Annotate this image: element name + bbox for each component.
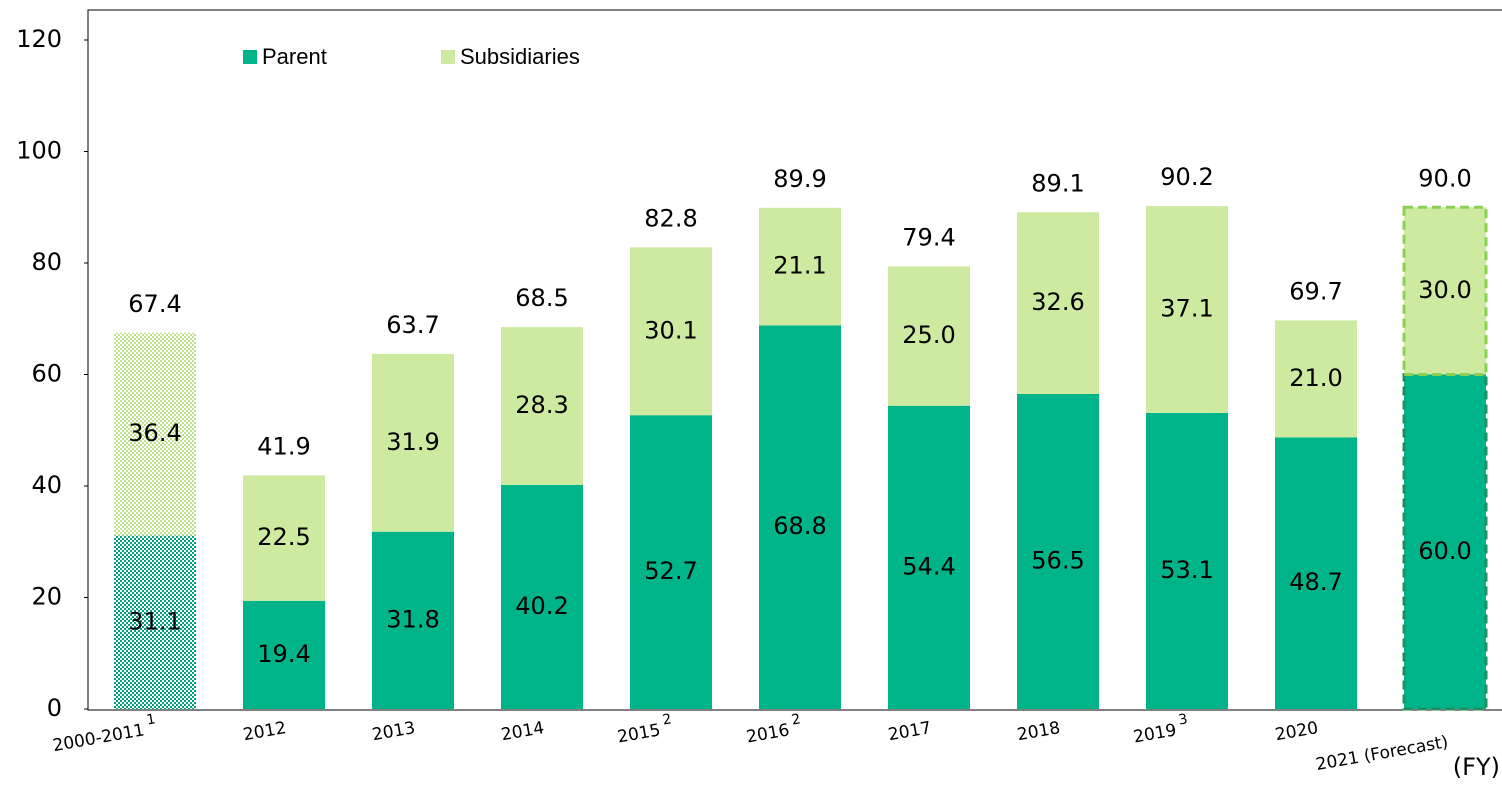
bar-segment <box>630 415 712 709</box>
x-tick-label: 2017 <box>887 718 933 745</box>
value-label: 30.1 <box>644 316 697 344</box>
value-label: 36.4 <box>128 419 181 447</box>
bar-segment <box>114 535 196 709</box>
total-label: 90.0 <box>1418 164 1471 192</box>
value-label: 22.5 <box>257 523 310 551</box>
legend-swatch <box>243 50 257 64</box>
x-tick-label: 20152 <box>615 711 675 747</box>
value-label: 54.4 <box>902 552 955 580</box>
x-tick-label: 2014 <box>500 718 546 745</box>
bar-segment <box>1146 412 1228 709</box>
bar-segment <box>372 531 454 709</box>
plot-frame <box>87 9 1502 711</box>
bar-segment <box>759 207 841 326</box>
category-name: 2021 (Forecast) <box>1314 732 1449 775</box>
total-label: 89.9 <box>773 165 826 193</box>
category-name: 2013 <box>371 718 417 745</box>
y-tick-label: 20 <box>31 583 62 611</box>
x-axis-label: (FY) <box>1453 753 1500 781</box>
bar-segment <box>501 484 583 709</box>
value-label: 21.1 <box>773 252 826 280</box>
category-name: 2012 <box>242 718 288 745</box>
footnote-mark: 3 <box>1177 711 1189 728</box>
x-tick-label: 20193 <box>1131 711 1191 747</box>
bar-segment <box>1146 206 1228 413</box>
footnote-mark: 1 <box>145 711 157 728</box>
bar-segment <box>1402 205 1488 376</box>
value-label: 31.8 <box>386 605 439 633</box>
total-label: 41.9 <box>257 432 310 460</box>
bar-segment <box>372 353 454 532</box>
x-tick-label: 2020 <box>1274 718 1320 745</box>
x-tick-label: 20162 <box>744 711 804 747</box>
value-label: 56.5 <box>1031 547 1084 575</box>
footnote-mark: 2 <box>661 711 673 728</box>
value-label: 48.7 <box>1289 568 1342 596</box>
bar-segment <box>888 405 970 709</box>
value-label: 53.1 <box>1160 556 1213 584</box>
bar-segment <box>501 327 583 485</box>
total-label: 63.7 <box>386 311 439 339</box>
category-name: 2016 <box>745 720 791 747</box>
footnote-mark: 2 <box>790 711 802 728</box>
value-label: 68.8 <box>773 512 826 540</box>
bar-segment <box>1275 320 1357 438</box>
bar-segment <box>630 247 712 416</box>
value-label: 60.0 <box>1418 537 1471 565</box>
category-name: 2018 <box>1016 718 1062 745</box>
x-tick-label: 2012 <box>242 718 288 745</box>
y-tick-label: 60 <box>31 360 62 388</box>
value-label: 19.4 <box>257 640 310 668</box>
value-label: 30.0 <box>1418 276 1471 304</box>
value-label: 52.7 <box>644 557 697 585</box>
value-label: 37.1 <box>1160 295 1213 323</box>
x-tick-label: 2021 (Forecast) <box>1314 732 1449 775</box>
value-label: 28.3 <box>515 391 568 419</box>
category-name: 2020 <box>1274 718 1320 745</box>
value-label: 31.9 <box>386 428 439 456</box>
y-tick-label: 80 <box>31 248 62 276</box>
x-tick-label: 2000-20111 <box>50 711 159 756</box>
total-label: 68.5 <box>515 284 568 312</box>
category-name: 2015 <box>616 720 662 747</box>
bar-segment <box>243 475 325 601</box>
category-name: 2019 <box>1132 720 1178 747</box>
total-label: 69.7 <box>1289 277 1342 305</box>
y-tick-label: 120 <box>16 25 62 53</box>
category-name: 2017 <box>887 718 933 745</box>
value-label: 32.6 <box>1031 288 1084 316</box>
category-name: 2000-2011 <box>51 720 146 756</box>
value-label: 31.1 <box>128 607 181 635</box>
y-tick-label: 100 <box>16 137 62 165</box>
value-label: 40.2 <box>515 592 568 620</box>
bar-segment <box>243 600 325 709</box>
x-tick-label: 2018 <box>1016 718 1062 745</box>
total-label: 79.4 <box>902 223 955 251</box>
value-label: 25.0 <box>902 321 955 349</box>
bar-segment <box>1275 437 1357 709</box>
bar-segment <box>888 266 970 406</box>
legend-label: Subsidiaries <box>460 44 580 69</box>
total-label: 89.1 <box>1031 169 1084 197</box>
legend-label: Parent <box>262 44 327 69</box>
value-label: 21.0 <box>1289 364 1342 392</box>
category-name: 2014 <box>500 718 546 745</box>
bar-segment <box>114 332 196 536</box>
y-tick-label: 40 <box>31 471 62 499</box>
x-tick-label: 2013 <box>371 718 417 745</box>
legend-swatch <box>441 50 455 64</box>
bar-segment <box>1017 212 1099 395</box>
bar-segment <box>1017 394 1099 709</box>
bar-segment <box>759 325 841 709</box>
y-tick-label: 0 <box>47 694 62 722</box>
total-label: 67.4 <box>128 290 181 318</box>
total-label: 82.8 <box>644 204 697 232</box>
total-label: 90.2 <box>1160 163 1213 191</box>
bar-segment <box>1402 373 1488 711</box>
